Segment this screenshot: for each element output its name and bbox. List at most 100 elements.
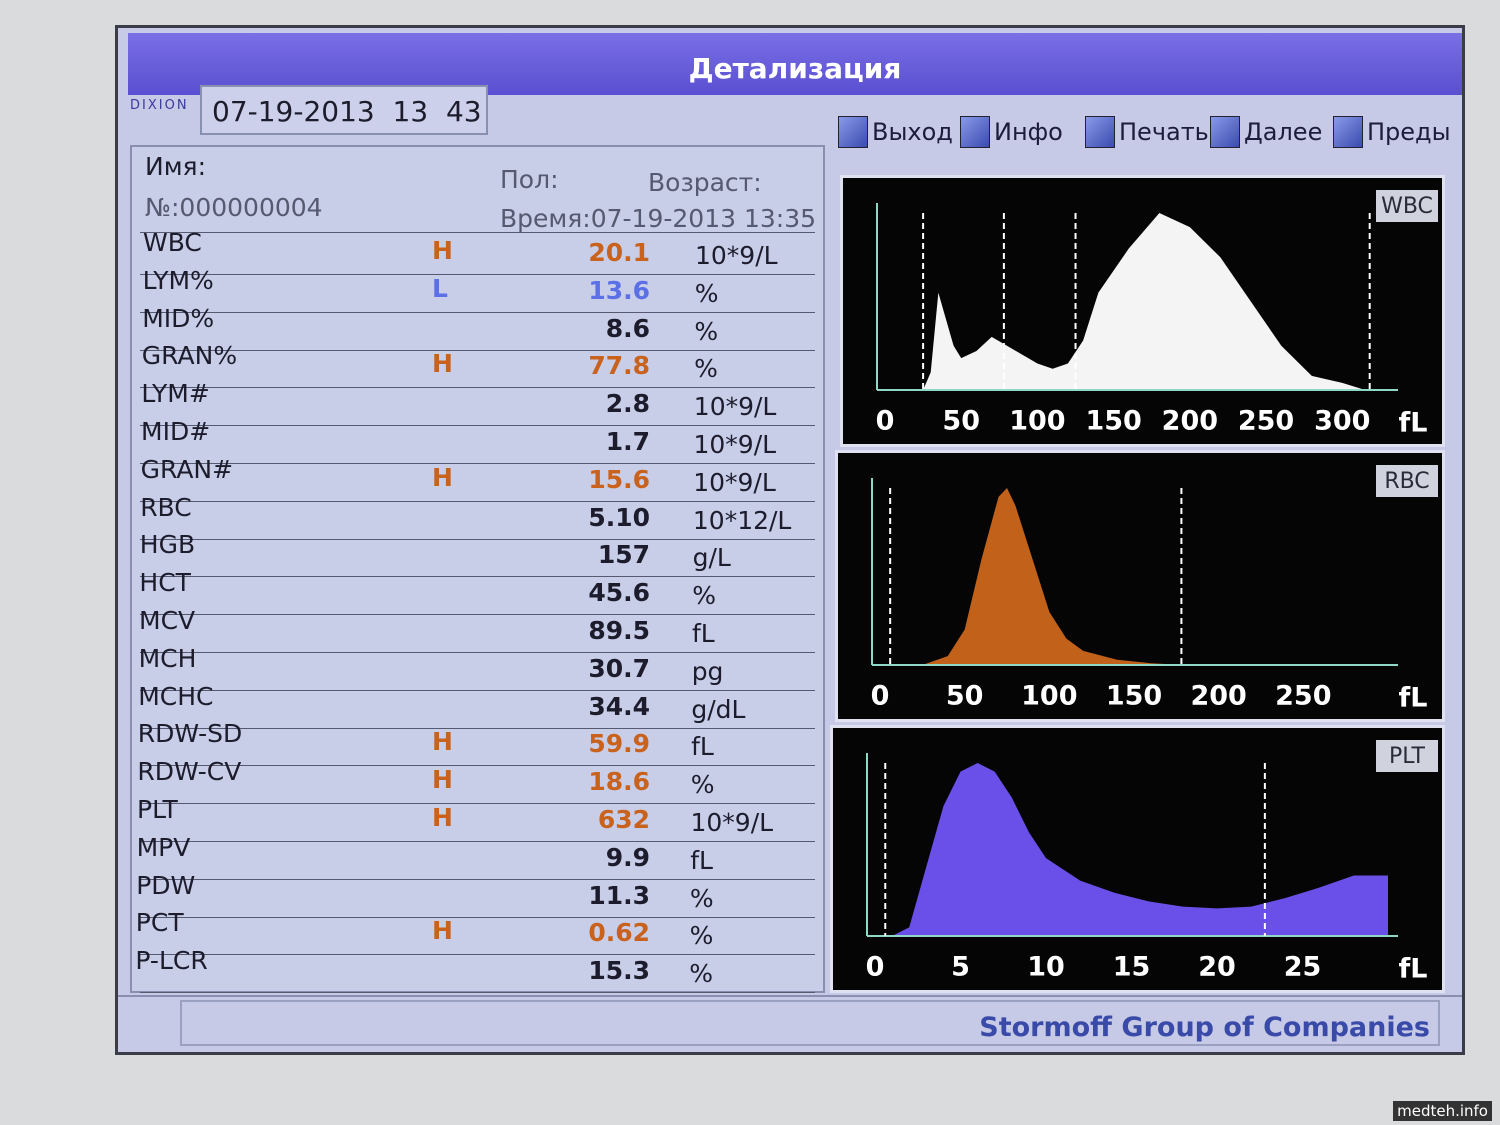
param-unit: % [690,770,715,800]
param-name: HGB [139,530,196,560]
toolbar-icon [1085,116,1115,148]
param-value: 9.9 [605,842,650,872]
row-line [140,232,815,233]
x-tick-label: 300 [1314,406,1370,437]
row-line [140,652,815,653]
histogram-tag [1376,740,1438,772]
patient-name-label: Имя: [145,152,207,181]
param-value: 2.8 [605,389,650,419]
toolbar-label: Инфо [994,118,1063,146]
param-unit: 10*9/L [693,467,776,497]
param-name: MID% [142,303,215,333]
param-name: LYM# [141,379,210,409]
patient-number: №:000000004 [145,193,323,222]
histogram: 0 5 10 15 20 25 fL PLT [830,725,1445,993]
x-axis-unit: fL [1399,954,1428,985]
param-value: 20.1 [588,238,650,267]
param-flag: H [432,765,453,795]
param-value: 1.7 [605,427,650,456]
param-value: 11.3 [588,880,650,910]
results-panel [130,145,825,993]
param-flag: H [432,236,453,265]
toolbar-button[interactable]: Печать [1085,110,1209,154]
x-tick-label: 100 [1021,681,1077,712]
param-unit: % [694,354,718,384]
param-value: 15.3 [588,956,650,986]
param-unit: % [689,883,714,913]
toolbar-button[interactable]: Инфо [960,110,1063,154]
row-line [140,576,815,578]
x-tick-label: 25 [1284,952,1322,983]
x-tick-label: 250 [1238,406,1294,437]
param-flag: H [432,803,453,832]
row-line [140,803,815,805]
patient-sex-label: Пол: [500,165,559,194]
param-value: 77.8 [588,351,650,381]
histogram-area [922,488,1185,665]
patient-time: Время:07-19-2013 13:35 [500,204,817,233]
x-tick-label: 200 [1162,406,1218,437]
param-unit: 10*9/L [693,392,777,422]
row-line [140,765,815,767]
x-tick-label: 250 [1275,681,1331,712]
param-name: PCT [135,908,184,938]
param-unit: 10*9/L [693,430,777,459]
title-bar: Детализация [128,33,1462,95]
param-value: 13.6 [588,275,650,305]
toolbar-icon [1333,116,1363,148]
x-tick-label: 5 [951,952,970,983]
param-value: 59.9 [588,729,650,759]
param-unit: g/dL [691,694,746,724]
footer-text: Stormoff Group of Companies [979,1012,1430,1043]
histogram-label: PLT [1389,744,1425,769]
x-tick-label: 200 [1190,681,1246,712]
param-value: 632 [597,805,650,834]
param-name: LYM% [142,265,214,295]
row-line [140,274,815,275]
param-unit: fL [691,732,714,762]
toolbar-label: Печать [1119,118,1209,146]
param-unit: % [689,959,714,989]
param-name: RBC [140,492,192,522]
param-name: PLT [137,795,178,824]
param-unit: fL [692,619,715,648]
histogram-area [923,213,1366,390]
row-line [140,878,815,880]
param-value: 18.6 [588,767,650,797]
param-flag: H [432,462,453,492]
param-unit: 10*9/L [695,241,778,270]
row-line [140,916,815,918]
toolbar-button[interactable]: Далее [1210,110,1322,154]
param-value: 45.6 [588,578,650,608]
row-line [140,463,815,464]
row-line [140,349,815,351]
x-tick-label: 50 [942,406,980,437]
x-tick-label: 100 [1009,406,1065,437]
row-line [140,614,815,616]
param-value: 0.62 [588,918,650,948]
toolbar-label: Преды [1367,118,1451,146]
x-tick-label: 150 [1085,406,1141,437]
row-line [140,425,815,427]
datetime: 07-19-2013 13 43 [200,85,488,135]
param-value: 89.5 [588,616,650,645]
param-unit: 10*9/L [690,808,774,837]
toolbar-button[interactable]: Преды [1333,110,1451,154]
toolbar-button[interactable]: Выход [838,110,953,154]
param-flag: H [432,349,453,379]
param-unit: % [689,921,714,951]
param-unit: g/L [692,543,731,573]
x-tick-label: 150 [1106,681,1162,712]
param-unit: % [694,278,719,308]
toolbar-icon [1210,116,1240,148]
row-line [140,954,815,956]
param-value: 8.6 [605,313,650,343]
param-name: HCT [139,568,191,598]
logo: DIXION [130,98,189,113]
param-name: MID# [141,417,211,446]
param-name: MCH [138,643,197,673]
histogram-area [892,763,1388,936]
histogram: 0 50 100 150 200 250 fL RBC [835,450,1445,722]
row-line [140,727,815,729]
watermark: medteh.info [1393,1101,1492,1121]
